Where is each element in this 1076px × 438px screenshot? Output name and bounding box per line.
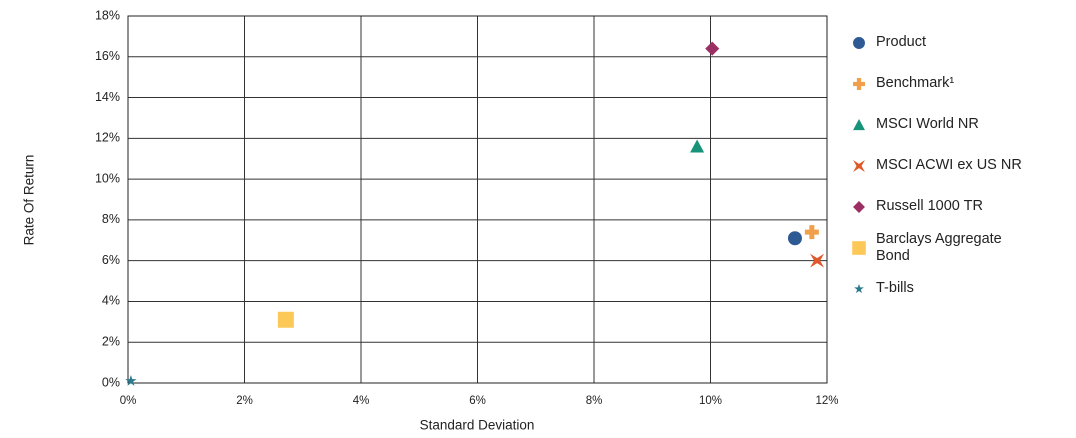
y-tick-label: 2%	[102, 335, 120, 349]
legend-symbol	[853, 159, 865, 172]
y-tick-label: 4%	[102, 294, 120, 308]
y-tick-label: 16%	[95, 49, 120, 63]
legend-marker	[853, 77, 865, 90]
legend-label: MSCI World NR	[876, 116, 979, 132]
point	[810, 253, 825, 268]
legend-marker	[853, 118, 865, 130]
legend-label: Benchmark¹	[876, 75, 955, 91]
point	[804, 225, 819, 240]
legend-marker	[853, 200, 865, 213]
x-tick-label: 4%	[353, 395, 370, 407]
legend-item: Barclays Aggregate Bond	[850, 227, 1070, 268]
legend-symbol	[853, 118, 865, 130]
y-axis-title: Rate Of Return	[22, 155, 37, 246]
x-tick-label: 2%	[236, 395, 253, 407]
x-tick-label: 0%	[120, 395, 137, 407]
legend-label: Barclays Aggregate Bond	[876, 230, 1002, 264]
x-tick-label: 8%	[586, 395, 603, 407]
x-tick-label: 6%	[469, 395, 486, 407]
legend-symbol	[854, 283, 864, 293]
x-tick-label: 12%	[815, 395, 838, 407]
y-tick-label: 0%	[102, 375, 120, 389]
point	[787, 231, 802, 246]
legend-symbol	[852, 240, 866, 255]
legend-symbol	[853, 36, 865, 49]
legend-item: Product	[850, 22, 1070, 63]
y-tick-label: 8%	[102, 212, 120, 226]
legend-item: T-bills	[850, 268, 1070, 309]
legend-item: Russell 1000 TR	[850, 186, 1070, 227]
legend-item: Benchmark¹	[850, 63, 1070, 104]
legend-item: MSCI World NR	[850, 104, 1070, 145]
legend-item: MSCI ACWI ex US NR	[850, 145, 1070, 186]
point	[690, 139, 705, 153]
legend-label: Product	[876, 34, 926, 50]
y-tick-label: 18%	[95, 8, 120, 22]
point	[705, 41, 720, 56]
legend-marker	[852, 240, 866, 255]
legend-marker	[854, 283, 864, 293]
legend-label: MSCI ACWI ex US NR	[876, 157, 1022, 173]
legend-label: Russell 1000 TR	[876, 198, 983, 214]
legend-symbol	[853, 77, 865, 90]
point	[277, 311, 294, 328]
plot-border	[127, 15, 828, 384]
x-axis-title: Standard Deviation	[420, 418, 535, 433]
legend-marker	[853, 159, 865, 172]
legend: Product Benchmark¹ MSCI World NR MSCI ACWI …	[850, 22, 1070, 309]
legend-marker	[853, 36, 865, 49]
legend-label: T-bills	[876, 280, 914, 296]
y-tick-label: 10%	[95, 171, 120, 185]
legend-symbol	[853, 200, 865, 213]
y-tick-label: 14%	[95, 90, 120, 104]
y-tick-label: 12%	[95, 131, 120, 145]
x-tick-label: 10%	[699, 395, 722, 407]
y-tick-label: 6%	[102, 253, 120, 267]
point	[125, 374, 137, 386]
